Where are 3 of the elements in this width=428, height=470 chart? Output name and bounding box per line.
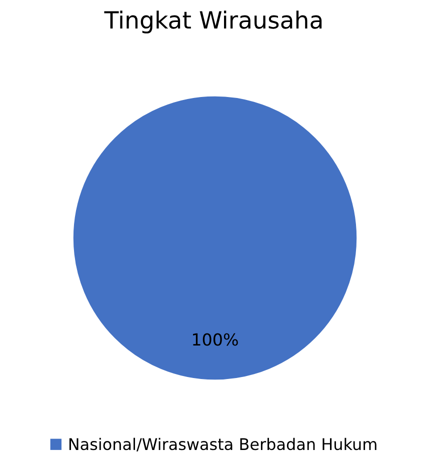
legend-label: Nasional/Wiraswasta Berbadan Hukum [69,438,376,452]
chart-title: Tingkat Wirausaha [104,10,322,34]
data-label: 100% [193,333,238,346]
